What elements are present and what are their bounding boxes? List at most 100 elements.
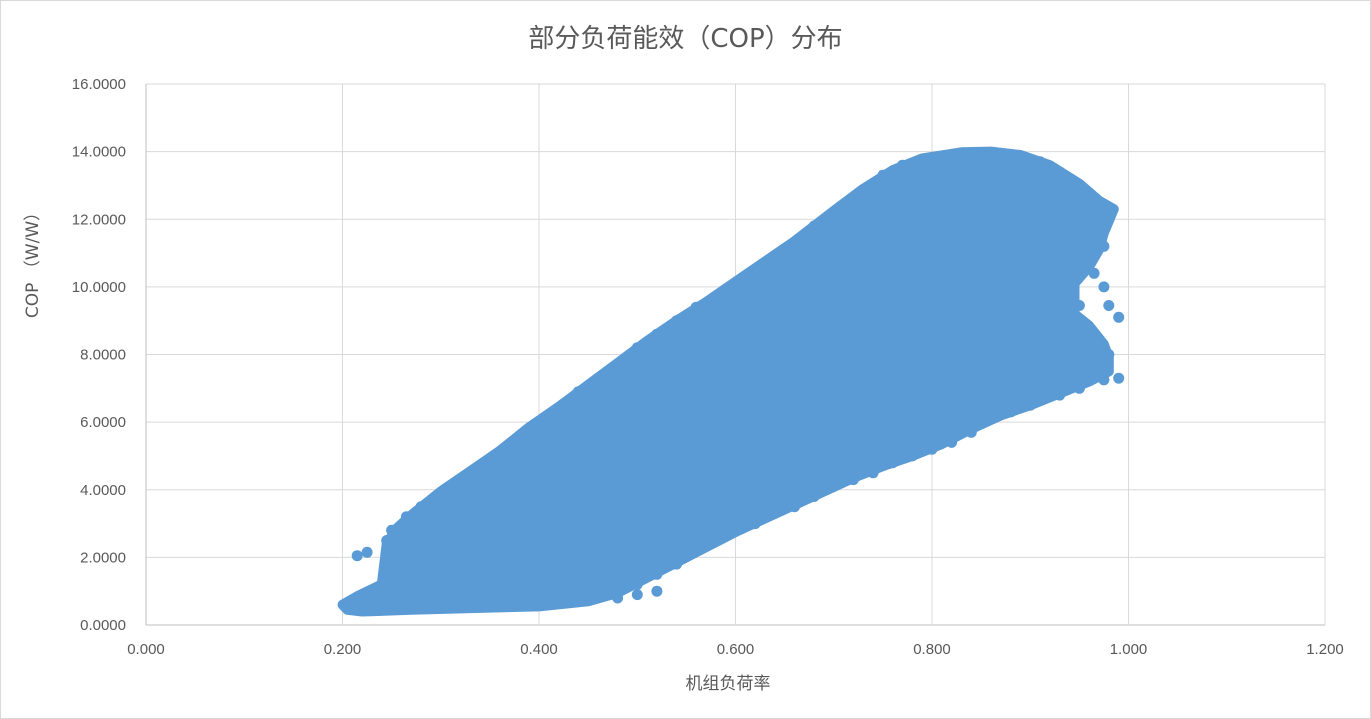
data-point — [985, 365, 997, 377]
data-point — [1054, 389, 1066, 401]
data-point — [533, 597, 545, 609]
data-point — [946, 149, 958, 161]
data-point — [494, 599, 506, 611]
y-tick-label: 2.0000 — [80, 549, 126, 566]
data-point — [435, 487, 447, 499]
data-point — [926, 247, 938, 259]
data-point — [965, 426, 977, 438]
x-tick-label: 0.800 — [913, 641, 951, 658]
x-axis-title: 机组负荷率 — [686, 674, 771, 694]
data-point — [1014, 151, 1026, 163]
data-point — [572, 595, 584, 607]
data-point — [582, 467, 594, 479]
y-tick-label: 8.0000 — [80, 347, 126, 364]
data-point — [985, 147, 997, 159]
data-point — [1073, 300, 1085, 311]
y-tick-label: 14.0000 — [72, 144, 126, 161]
data-point — [1044, 298, 1056, 310]
data-point — [769, 507, 781, 519]
data-point — [671, 558, 683, 570]
data-point — [415, 575, 427, 587]
x-tick-label: 0.000 — [127, 641, 165, 658]
chart-title: 部分负荷能效（COP）分布 — [528, 24, 842, 54]
data-point — [454, 477, 466, 489]
data-point — [533, 416, 545, 428]
data-point — [828, 207, 840, 218]
data-point — [1098, 281, 1110, 293]
data-point — [887, 457, 899, 469]
data-point — [877, 169, 889, 181]
data-point — [435, 568, 447, 580]
x-tick-label: 1.200 — [1306, 641, 1344, 658]
data-point — [1093, 200, 1105, 212]
data-cloud — [337, 146, 1119, 617]
data-point — [779, 349, 791, 360]
data-point — [631, 578, 643, 590]
data-point — [730, 278, 741, 289]
data-point — [376, 585, 388, 597]
y-axis-title: COP （W/W） — [23, 204, 43, 318]
data-point — [906, 450, 918, 462]
data-point — [730, 382, 741, 394]
data-point — [730, 524, 741, 536]
x-tick-label: 0.400 — [520, 641, 558, 658]
data-point — [897, 159, 908, 171]
data-point — [1103, 300, 1115, 311]
data-point — [361, 592, 373, 604]
x-tick-label: 0.600 — [717, 641, 755, 658]
y-tick-label: 16.0000 — [72, 76, 126, 93]
data-point — [386, 599, 398, 611]
data-point — [396, 578, 407, 590]
data-point — [906, 399, 918, 411]
data-point — [1093, 365, 1105, 377]
data-point — [847, 474, 859, 486]
data-point — [631, 518, 643, 530]
data-point — [916, 154, 928, 166]
data-point — [553, 403, 565, 415]
y-tick-label: 10.0000 — [72, 279, 126, 296]
data-points — [341, 147, 1125, 614]
data-point — [361, 546, 373, 558]
data-point — [651, 568, 663, 580]
data-point — [381, 535, 393, 546]
data-point — [877, 281, 889, 293]
data-point — [769, 250, 781, 262]
dense-point-cloud — [337, 146, 1119, 617]
data-point — [1024, 399, 1036, 411]
data-point — [926, 443, 938, 455]
data-point — [690, 301, 702, 313]
data-point — [346, 599, 358, 611]
data-point — [1024, 247, 1036, 259]
data-point — [572, 386, 584, 398]
data-point — [808, 220, 820, 232]
data-point — [1034, 156, 1046, 168]
y-tick-label: 4.0000 — [80, 482, 126, 499]
data-point — [464, 600, 476, 612]
data-point — [651, 328, 663, 340]
data-point — [1073, 382, 1085, 394]
data-point — [533, 501, 545, 513]
data-point — [631, 589, 643, 601]
data-point — [533, 551, 545, 563]
data-point — [1083, 193, 1095, 205]
data-point — [926, 152, 938, 164]
data-point — [400, 511, 412, 523]
data-point — [631, 433, 643, 445]
data-point — [494, 450, 506, 462]
data-point — [513, 433, 525, 445]
data-point — [1088, 267, 1100, 279]
tick-labels: 0.0000 2.0000 4.0000 6.0000 8.0000 10.0000 12.… — [72, 76, 1344, 658]
data-point — [789, 501, 800, 513]
data-point — [828, 450, 840, 462]
data-point — [651, 585, 663, 597]
data-point — [386, 524, 398, 536]
data-point — [1113, 311, 1125, 323]
data-point — [366, 602, 378, 614]
data-point — [926, 315, 938, 327]
data-point — [1024, 196, 1036, 208]
data-point — [1064, 264, 1075, 276]
data-point — [1073, 179, 1085, 191]
y-tick-label: 12.0000 — [72, 211, 126, 228]
